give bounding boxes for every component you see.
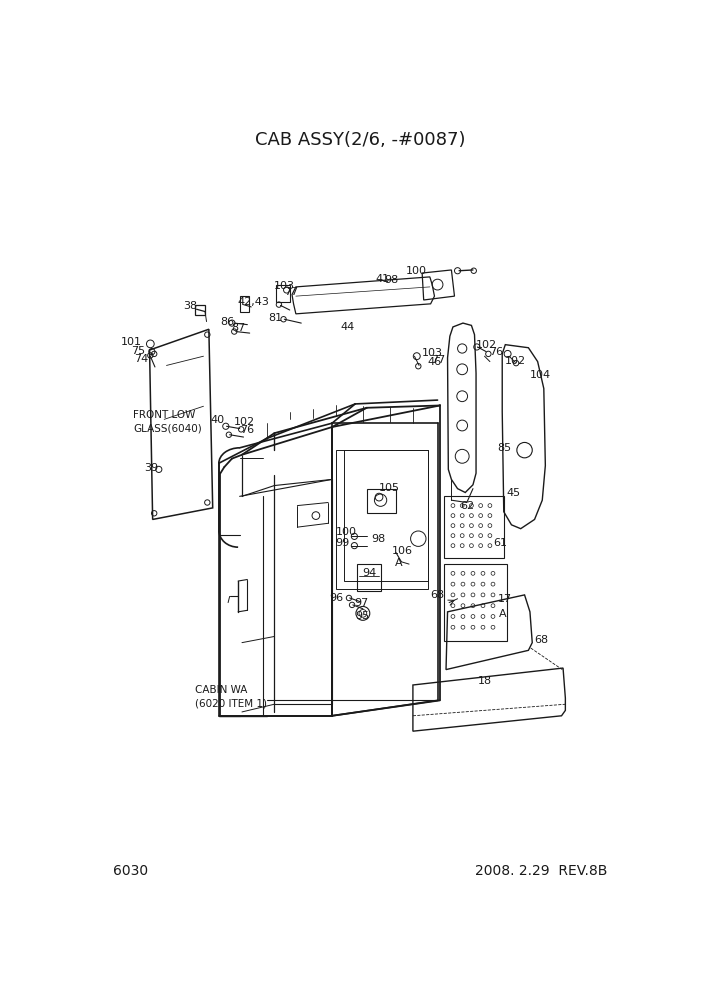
Text: 39: 39 — [145, 463, 159, 473]
Text: CAB ASSY(2/6, -#0087): CAB ASSY(2/6, -#0087) — [255, 131, 465, 149]
Text: A: A — [499, 609, 507, 619]
Text: A: A — [395, 558, 403, 568]
Text: 68: 68 — [430, 590, 444, 600]
Text: 98: 98 — [371, 534, 385, 544]
Text: 98: 98 — [384, 275, 398, 285]
Text: 76: 76 — [239, 426, 254, 435]
Text: 97: 97 — [355, 598, 369, 608]
Text: 18: 18 — [477, 677, 491, 686]
Text: 61: 61 — [493, 539, 507, 549]
Bar — [336, 450, 428, 588]
Text: 62: 62 — [461, 501, 475, 511]
Text: 96: 96 — [329, 593, 343, 603]
Text: 17: 17 — [498, 594, 512, 604]
Text: 101: 101 — [121, 337, 142, 347]
Text: 68: 68 — [534, 635, 548, 646]
Bar — [444, 564, 507, 641]
Text: 87: 87 — [232, 322, 246, 332]
Text: 42,43: 42,43 — [237, 298, 270, 308]
Text: 95: 95 — [355, 611, 369, 621]
Text: 99: 99 — [336, 538, 350, 548]
Bar — [239, 297, 249, 311]
Bar — [366, 489, 396, 513]
Bar — [343, 450, 428, 581]
Text: 6030: 6030 — [112, 864, 147, 878]
Bar — [357, 564, 380, 591]
Bar — [276, 285, 290, 302]
Text: 103: 103 — [422, 348, 443, 358]
Text: 74: 74 — [135, 353, 149, 363]
Text: 76: 76 — [489, 346, 503, 356]
Text: 94: 94 — [362, 568, 376, 578]
Text: 77: 77 — [432, 355, 446, 365]
Text: CABIN WA
(6020 ITEM 1): CABIN WA (6020 ITEM 1) — [195, 684, 267, 708]
Text: 85: 85 — [497, 442, 511, 452]
Text: 103: 103 — [274, 281, 296, 291]
Text: 75: 75 — [131, 346, 146, 356]
Text: 45: 45 — [507, 488, 521, 498]
Text: 100: 100 — [406, 266, 427, 276]
Text: 102: 102 — [234, 417, 256, 427]
Text: 104: 104 — [530, 370, 551, 380]
Text: FRONT LOW
GLASS(6040): FRONT LOW GLASS(6040) — [133, 410, 202, 434]
Text: 41: 41 — [376, 274, 390, 284]
Bar — [195, 306, 205, 314]
Text: 102: 102 — [476, 340, 497, 350]
Text: 46: 46 — [428, 357, 442, 367]
Text: 105: 105 — [379, 483, 400, 493]
Text: 86: 86 — [220, 316, 234, 326]
Text: 2008. 2.29  REV.8B: 2008. 2.29 REV.8B — [475, 864, 607, 878]
Text: 100: 100 — [336, 527, 357, 537]
Text: 77: 77 — [284, 288, 298, 298]
Bar — [444, 496, 504, 558]
Text: 102: 102 — [505, 356, 526, 366]
Text: 44: 44 — [340, 322, 355, 332]
Text: 38: 38 — [183, 302, 197, 311]
Text: 81: 81 — [268, 313, 282, 323]
Text: 106: 106 — [392, 546, 413, 556]
Text: 40: 40 — [211, 415, 225, 426]
